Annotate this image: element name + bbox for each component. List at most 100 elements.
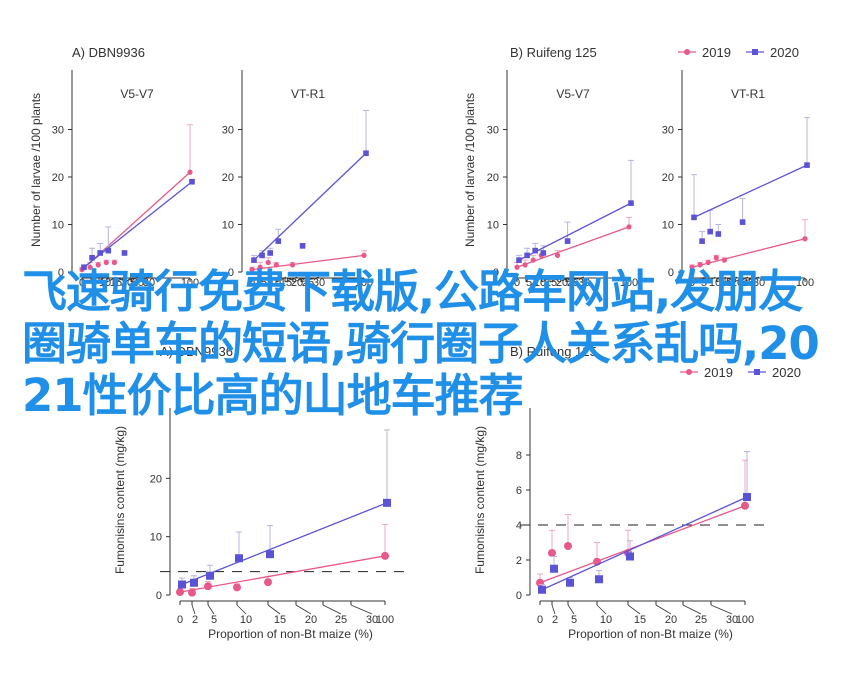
point-2020 bbox=[739, 219, 746, 225]
point-2020 bbox=[251, 257, 257, 263]
x-axis-label: Proportion of non-Bt maize (%) bbox=[208, 627, 373, 641]
legend-marker-2020 bbox=[752, 49, 758, 55]
y-tick-label: 10 bbox=[662, 220, 674, 232]
point-2020 bbox=[532, 247, 538, 254]
x-tick-connector bbox=[716, 276, 727, 283]
x-tick-label: 15 bbox=[634, 614, 646, 626]
y-tick-label: 30 bbox=[222, 125, 234, 137]
y-tick-label: 0 bbox=[228, 267, 234, 279]
x-tick-connector bbox=[106, 276, 117, 283]
y-axis-label: Fumonisins content (mg/kg) bbox=[113, 426, 127, 574]
point-2020 bbox=[691, 214, 697, 221]
x-tick-connector bbox=[682, 604, 702, 615]
y-tick-label: 10 bbox=[150, 532, 162, 544]
point-2019 bbox=[514, 264, 520, 270]
x-tick-label: 10 bbox=[709, 277, 721, 289]
x-tick-label: 5 bbox=[526, 277, 532, 289]
x-tick-label: 100 bbox=[181, 277, 199, 289]
point-2019 bbox=[257, 264, 263, 270]
point-2019 bbox=[564, 542, 572, 550]
point-2020 bbox=[189, 178, 195, 185]
x-tick-label: 25 bbox=[132, 277, 144, 289]
x-tick-label: 0 bbox=[79, 277, 85, 289]
point-2020 bbox=[626, 552, 634, 561]
y-tick-label: 0 bbox=[668, 267, 674, 279]
x-tick-label: 30 bbox=[143, 277, 155, 289]
point-2020 bbox=[804, 162, 810, 168]
legend-marker-2020 bbox=[754, 369, 760, 375]
point-2020 bbox=[178, 580, 186, 589]
y-tick-label: 8 bbox=[516, 450, 522, 462]
y-tick-label: 20 bbox=[662, 172, 674, 184]
point-2020 bbox=[105, 247, 112, 254]
point-2019 bbox=[381, 551, 389, 560]
series-line-2019 bbox=[179, 555, 386, 593]
legend-label-2020: 2020 bbox=[772, 365, 801, 380]
point-2020 bbox=[97, 250, 103, 256]
x-tick-label: 10 bbox=[269, 277, 281, 289]
point-2020 bbox=[743, 493, 751, 501]
x-tick-label: 100 bbox=[620, 277, 638, 289]
x-tick-label: 15 bbox=[274, 614, 286, 626]
legend-label-2020: 2020 bbox=[770, 45, 799, 60]
x-tick-connector bbox=[98, 276, 106, 283]
point-2020 bbox=[516, 257, 522, 263]
x-tick-label: 30 bbox=[726, 614, 738, 626]
x-tick-connector bbox=[300, 276, 320, 283]
point-2019 bbox=[249, 267, 255, 273]
point-2019 bbox=[188, 588, 196, 597]
point-2019 bbox=[522, 262, 528, 268]
x-tick-label: 0 bbox=[689, 277, 695, 289]
y-tick-label: 20 bbox=[222, 172, 234, 184]
point-2020 bbox=[363, 150, 369, 157]
y-tick-label: 6 bbox=[516, 485, 522, 497]
x-tick-connector bbox=[627, 604, 641, 615]
x-tick-label: 25 bbox=[742, 277, 754, 289]
y-axis-label: Number of larvae /100 plants bbox=[463, 93, 477, 247]
point-2019 bbox=[187, 169, 193, 175]
series-line-2020 bbox=[541, 496, 748, 591]
x-tick-connector bbox=[551, 604, 556, 615]
point-2019 bbox=[87, 264, 93, 270]
point-2020 bbox=[707, 228, 713, 235]
subplot-title: V5-V7 bbox=[120, 87, 154, 101]
y-tick-label: 4 bbox=[516, 520, 522, 532]
y-axis-label: Number of larvae /100 plants bbox=[29, 93, 43, 247]
panel-title: A) DBN9936 bbox=[72, 45, 145, 60]
x-tick-connector bbox=[268, 276, 276, 283]
point-2020 bbox=[267, 250, 273, 256]
point-2019 bbox=[273, 262, 279, 268]
point-2019 bbox=[265, 259, 271, 266]
x-tick-label: 100 bbox=[376, 614, 394, 626]
x-tick-label: 100 bbox=[736, 614, 754, 626]
legend-label-2019: 2019 bbox=[704, 365, 733, 380]
point-2019 bbox=[233, 583, 241, 592]
x-tick-connector bbox=[565, 276, 585, 283]
x-tick-connector bbox=[350, 604, 373, 615]
point-2019 bbox=[103, 259, 109, 266]
x-tick-label: 5 bbox=[571, 614, 577, 626]
y-tick-label: 2 bbox=[516, 555, 522, 567]
y-tick-label: 20 bbox=[487, 172, 499, 184]
panel-title: A) DBN9936 bbox=[160, 344, 233, 359]
point-2019 bbox=[289, 262, 296, 268]
point-2020 bbox=[550, 564, 558, 573]
y-tick-label: 30 bbox=[662, 125, 674, 137]
point-2019 bbox=[176, 588, 184, 597]
overlay-headline: 飞速骑行免费下载版,公路车网站,发朋友圈骑单车的短语,骑行圈子人关系乱吗,202… bbox=[22, 265, 820, 422]
y-tick-label: 10 bbox=[487, 220, 499, 232]
x-tick-label: 30 bbox=[578, 277, 590, 289]
x-tick-connector bbox=[700, 276, 705, 283]
point-2020 bbox=[275, 238, 282, 244]
point-2019 bbox=[713, 255, 719, 261]
point-2019 bbox=[802, 236, 808, 242]
x-tick-label: 30 bbox=[313, 277, 325, 289]
point-2020 bbox=[564, 238, 571, 244]
point-2020 bbox=[266, 550, 274, 559]
